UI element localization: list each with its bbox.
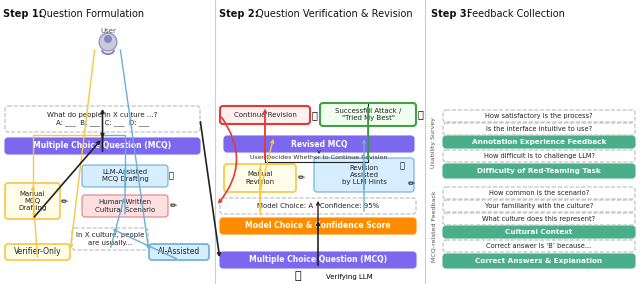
Text: Cultural Context: Cultural Context — [506, 229, 573, 235]
Text: Question Formulation: Question Formulation — [39, 9, 144, 19]
FancyBboxPatch shape — [82, 195, 168, 217]
Text: ❌: ❌ — [312, 110, 318, 120]
Circle shape — [99, 33, 117, 51]
Text: How difficult is to challenge LLM?: How difficult is to challenge LLM? — [483, 153, 595, 159]
FancyBboxPatch shape — [220, 218, 416, 234]
Text: Your familiarity with the culture?: Your familiarity with the culture? — [485, 203, 593, 209]
Text: Continue Revision: Continue Revision — [234, 112, 296, 118]
Text: Manual
Revision: Manual Revision — [245, 172, 275, 185]
Text: Correct Answers & Explanation: Correct Answers & Explanation — [476, 258, 603, 264]
FancyBboxPatch shape — [320, 103, 416, 126]
Text: Feedback Collection: Feedback Collection — [467, 9, 565, 19]
FancyBboxPatch shape — [443, 213, 635, 225]
Text: In X culture, people
are usually...: In X culture, people are usually... — [76, 233, 144, 245]
FancyBboxPatch shape — [443, 200, 635, 212]
Text: Difficulty of Red-Teaming Task: Difficulty of Red-Teaming Task — [477, 168, 601, 174]
Text: What culture does this represent?: What culture does this represent? — [483, 216, 596, 222]
FancyBboxPatch shape — [443, 254, 635, 268]
Text: Step 3:: Step 3: — [431, 9, 470, 19]
Text: ✏️: ✏️ — [61, 197, 68, 206]
FancyBboxPatch shape — [5, 244, 70, 260]
Text: Successful Attack /
"Tried My Best": Successful Attack / "Tried My Best" — [335, 108, 401, 121]
Text: What do people in X culture ...?
A: ___  B: ___  C: ___  D: ___: What do people in X culture ...? A: ___ … — [47, 112, 157, 126]
Text: ✏️: ✏️ — [170, 202, 177, 210]
Text: How satisfactory is the process?: How satisfactory is the process? — [485, 113, 593, 119]
Text: Revision
Assisted
by LLM Hints: Revision Assisted by LLM Hints — [342, 165, 387, 185]
Text: How common is the scenario?: How common is the scenario? — [489, 190, 589, 196]
Text: AI-Assisted: AI-Assisted — [158, 247, 200, 256]
Text: Revised MCQ: Revised MCQ — [291, 139, 348, 149]
Text: MCQ-related Feedback: MCQ-related Feedback — [431, 191, 436, 262]
Text: Annotation Experience Feedback: Annotation Experience Feedback — [472, 139, 606, 145]
Text: Manual
MCQ
Drafting: Manual MCQ Drafting — [19, 191, 47, 211]
Text: Model Choice & Confidence Score: Model Choice & Confidence Score — [245, 222, 391, 231]
FancyBboxPatch shape — [220, 198, 416, 214]
Circle shape — [104, 35, 112, 43]
FancyBboxPatch shape — [443, 240, 635, 252]
Text: Multiple Choice Question (MCQ): Multiple Choice Question (MCQ) — [249, 256, 387, 264]
FancyBboxPatch shape — [220, 252, 416, 268]
Text: ✏️: ✏️ — [408, 179, 415, 189]
FancyBboxPatch shape — [443, 150, 635, 162]
FancyBboxPatch shape — [443, 164, 635, 178]
FancyBboxPatch shape — [224, 136, 414, 152]
FancyBboxPatch shape — [443, 110, 635, 122]
FancyBboxPatch shape — [443, 123, 635, 135]
Text: 🤖: 🤖 — [400, 162, 405, 170]
FancyBboxPatch shape — [443, 226, 635, 238]
Text: Verifying LLM: Verifying LLM — [326, 274, 372, 280]
Text: User: User — [100, 28, 116, 34]
Text: Step 1:: Step 1: — [3, 9, 43, 19]
FancyBboxPatch shape — [82, 165, 168, 187]
Text: Question Verification & Revision: Question Verification & Revision — [256, 9, 413, 19]
FancyBboxPatch shape — [5, 138, 200, 154]
FancyBboxPatch shape — [443, 187, 635, 199]
FancyBboxPatch shape — [314, 158, 414, 192]
Text: Model Choice: A   Confidence: 95%: Model Choice: A Confidence: 95% — [257, 203, 379, 209]
FancyBboxPatch shape — [443, 136, 635, 148]
Text: 🤖: 🤖 — [169, 172, 174, 181]
Text: Step 2:: Step 2: — [219, 9, 259, 19]
FancyBboxPatch shape — [149, 244, 209, 260]
Text: User Decides Whether to Continue Revision: User Decides Whether to Continue Revisio… — [250, 155, 388, 160]
Text: Verifier-Only: Verifier-Only — [13, 247, 61, 256]
Text: Correct answer is ‘B’ because...: Correct answer is ‘B’ because... — [486, 243, 591, 249]
FancyBboxPatch shape — [224, 164, 296, 192]
FancyBboxPatch shape — [5, 183, 60, 219]
Text: ✏️: ✏️ — [298, 174, 305, 183]
Text: Human-Written
Cultural Scenario: Human-Written Cultural Scenario — [95, 199, 155, 212]
FancyBboxPatch shape — [72, 228, 148, 250]
Text: ✅: ✅ — [418, 110, 424, 120]
FancyBboxPatch shape — [220, 106, 310, 124]
Text: Usability Survey: Usability Survey — [431, 118, 436, 168]
Text: LLM-Assisted
MCQ Drafting: LLM-Assisted MCQ Drafting — [102, 170, 148, 183]
Text: 🤖: 🤖 — [294, 271, 301, 281]
Text: Is the interface intuitive to use?: Is the interface intuitive to use? — [486, 126, 592, 132]
FancyBboxPatch shape — [5, 106, 200, 132]
Text: Multiple Choice Question (MCQ): Multiple Choice Question (MCQ) — [33, 141, 172, 151]
